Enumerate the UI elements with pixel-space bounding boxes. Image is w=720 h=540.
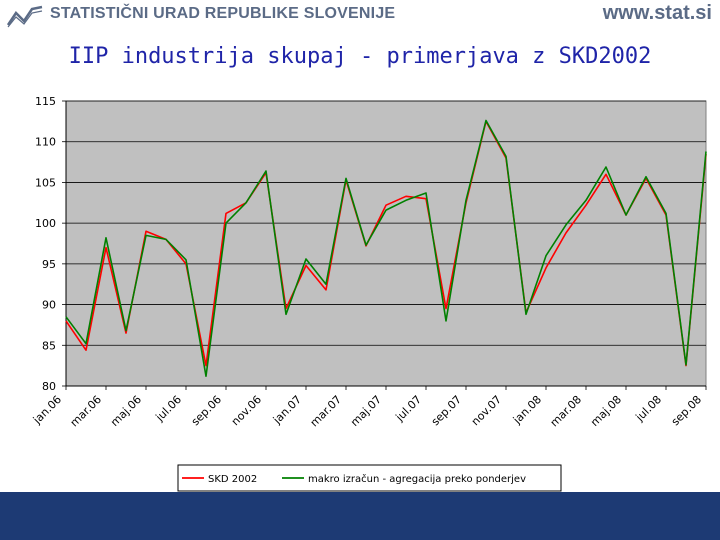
y-tick-label: 110 (35, 136, 56, 149)
line-chart: 80 85 90 95 100 105 110 115 jan.06 mar.06 maj.06 ju… (30, 95, 707, 492)
y-tick-label: 80 (42, 380, 56, 393)
plot-area (65, 100, 707, 387)
header: STATISTIČNI URAD REPUBLIKE SLOVENIJE www… (0, 0, 720, 34)
chart-title: IIP industrija skupaj - primerjava z SKD… (68, 44, 652, 69)
x-tick-label: jul.07 (393, 393, 425, 425)
y-tick-label: 90 (42, 299, 56, 312)
x-tick-label: maj.06 (108, 393, 144, 429)
x-tick-label: maj.08 (588, 393, 624, 429)
y-tick-label: 115 (35, 95, 56, 108)
organization-name: STATISTIČNI URAD REPUBLIKE SLOVENIJE (50, 5, 396, 22)
x-tick-label: maj.07 (348, 393, 384, 429)
legend: SKD 2002 makro izračun - agregacija preko… (177, 464, 562, 492)
y-tick-label: 105 (35, 176, 56, 189)
x-tick-label: jan.06 (30, 393, 64, 427)
x-tick-label: jul.08 (633, 393, 665, 425)
series-line-makro (65, 119, 707, 378)
x-tick-label: sep.08 (669, 393, 704, 428)
x-tick-label: jul.06 (153, 393, 185, 425)
x-tick-label: mar.08 (548, 393, 584, 429)
x-tick-label: nov.06 (229, 393, 264, 428)
website-link[interactable]: www.stat.si (602, 2, 712, 24)
series-line-skd2002 (65, 120, 707, 367)
surs-logo-icon (6, 5, 43, 28)
legend-label: makro izračun - agregacija preko ponderj… (308, 473, 526, 485)
x-tick-label: nov.07 (469, 393, 504, 428)
y-tick-label: 85 (42, 339, 56, 352)
x-tick-label: jan.07 (270, 393, 304, 427)
x-tick-label: sep.06 (189, 393, 224, 428)
x-tick-label: sep.07 (429, 393, 464, 428)
y-tick-label: 100 (35, 217, 56, 230)
x-tick-label: mar.06 (68, 393, 104, 429)
footer-band (0, 492, 720, 540)
x-tick-label: jan.08 (510, 393, 544, 427)
y-tick-label: 95 (42, 258, 56, 271)
legend-box (177, 464, 562, 492)
x-tick-label: mar.07 (308, 393, 344, 429)
legend-label: SKD 2002 (208, 474, 257, 485)
